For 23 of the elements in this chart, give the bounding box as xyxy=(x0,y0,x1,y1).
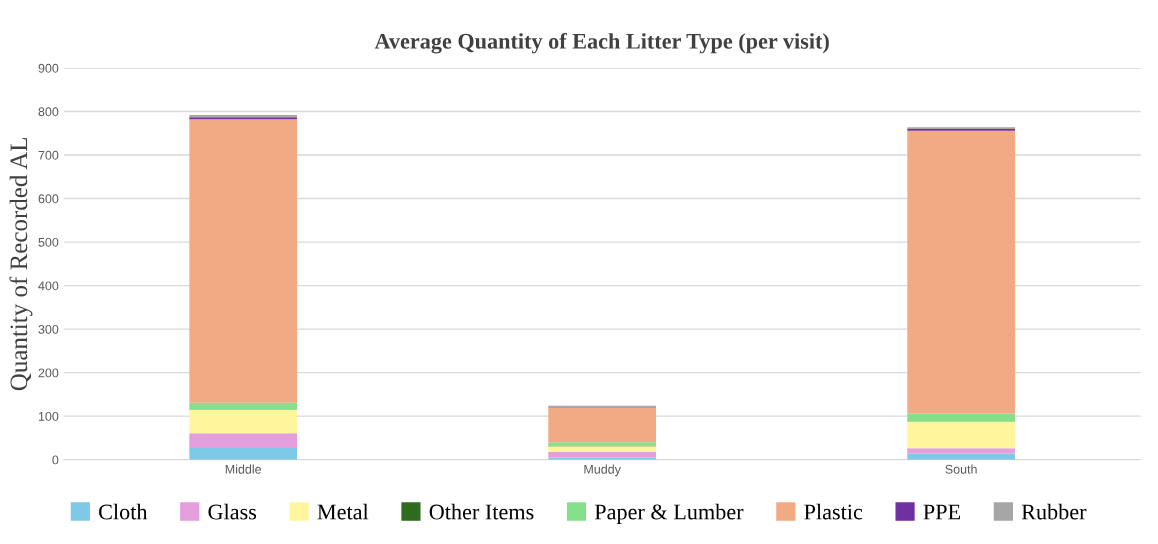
legend-label: PPE xyxy=(923,504,961,520)
y-axis-title: Quantity of Recorded AL xyxy=(9,137,33,391)
y-tick-label: 500 xyxy=(38,237,59,247)
legend-label: Cloth xyxy=(99,503,148,520)
legend-label: Other Items xyxy=(429,503,534,520)
legend-label: Paper & Lumber xyxy=(594,503,744,524)
y-tick-label: 200 xyxy=(38,368,59,378)
chart-title: Average Quantity of Each Litter Type (per visit) xyxy=(374,32,829,54)
y-tick-label: 0 xyxy=(52,455,59,465)
y-tick-label: 300 xyxy=(38,324,59,334)
legend-label: Rubber xyxy=(1021,503,1087,520)
y-tick-label: 400 xyxy=(38,281,59,291)
y-tick-label: 100 xyxy=(38,411,59,421)
y-tick-label: 600 xyxy=(38,194,59,204)
x-tick-label: Middle xyxy=(225,464,262,474)
x-tick-label: Muddy xyxy=(584,464,621,477)
legend-label: Plastic xyxy=(804,503,863,520)
y-tick-label: 900 xyxy=(38,63,59,73)
x-tick-label: South xyxy=(945,464,977,474)
legend-label: Glass xyxy=(208,503,257,520)
y-tick-label: 700 xyxy=(38,150,59,160)
legend-label: Metal xyxy=(317,503,369,520)
y-tick-label: 800 xyxy=(38,107,59,117)
